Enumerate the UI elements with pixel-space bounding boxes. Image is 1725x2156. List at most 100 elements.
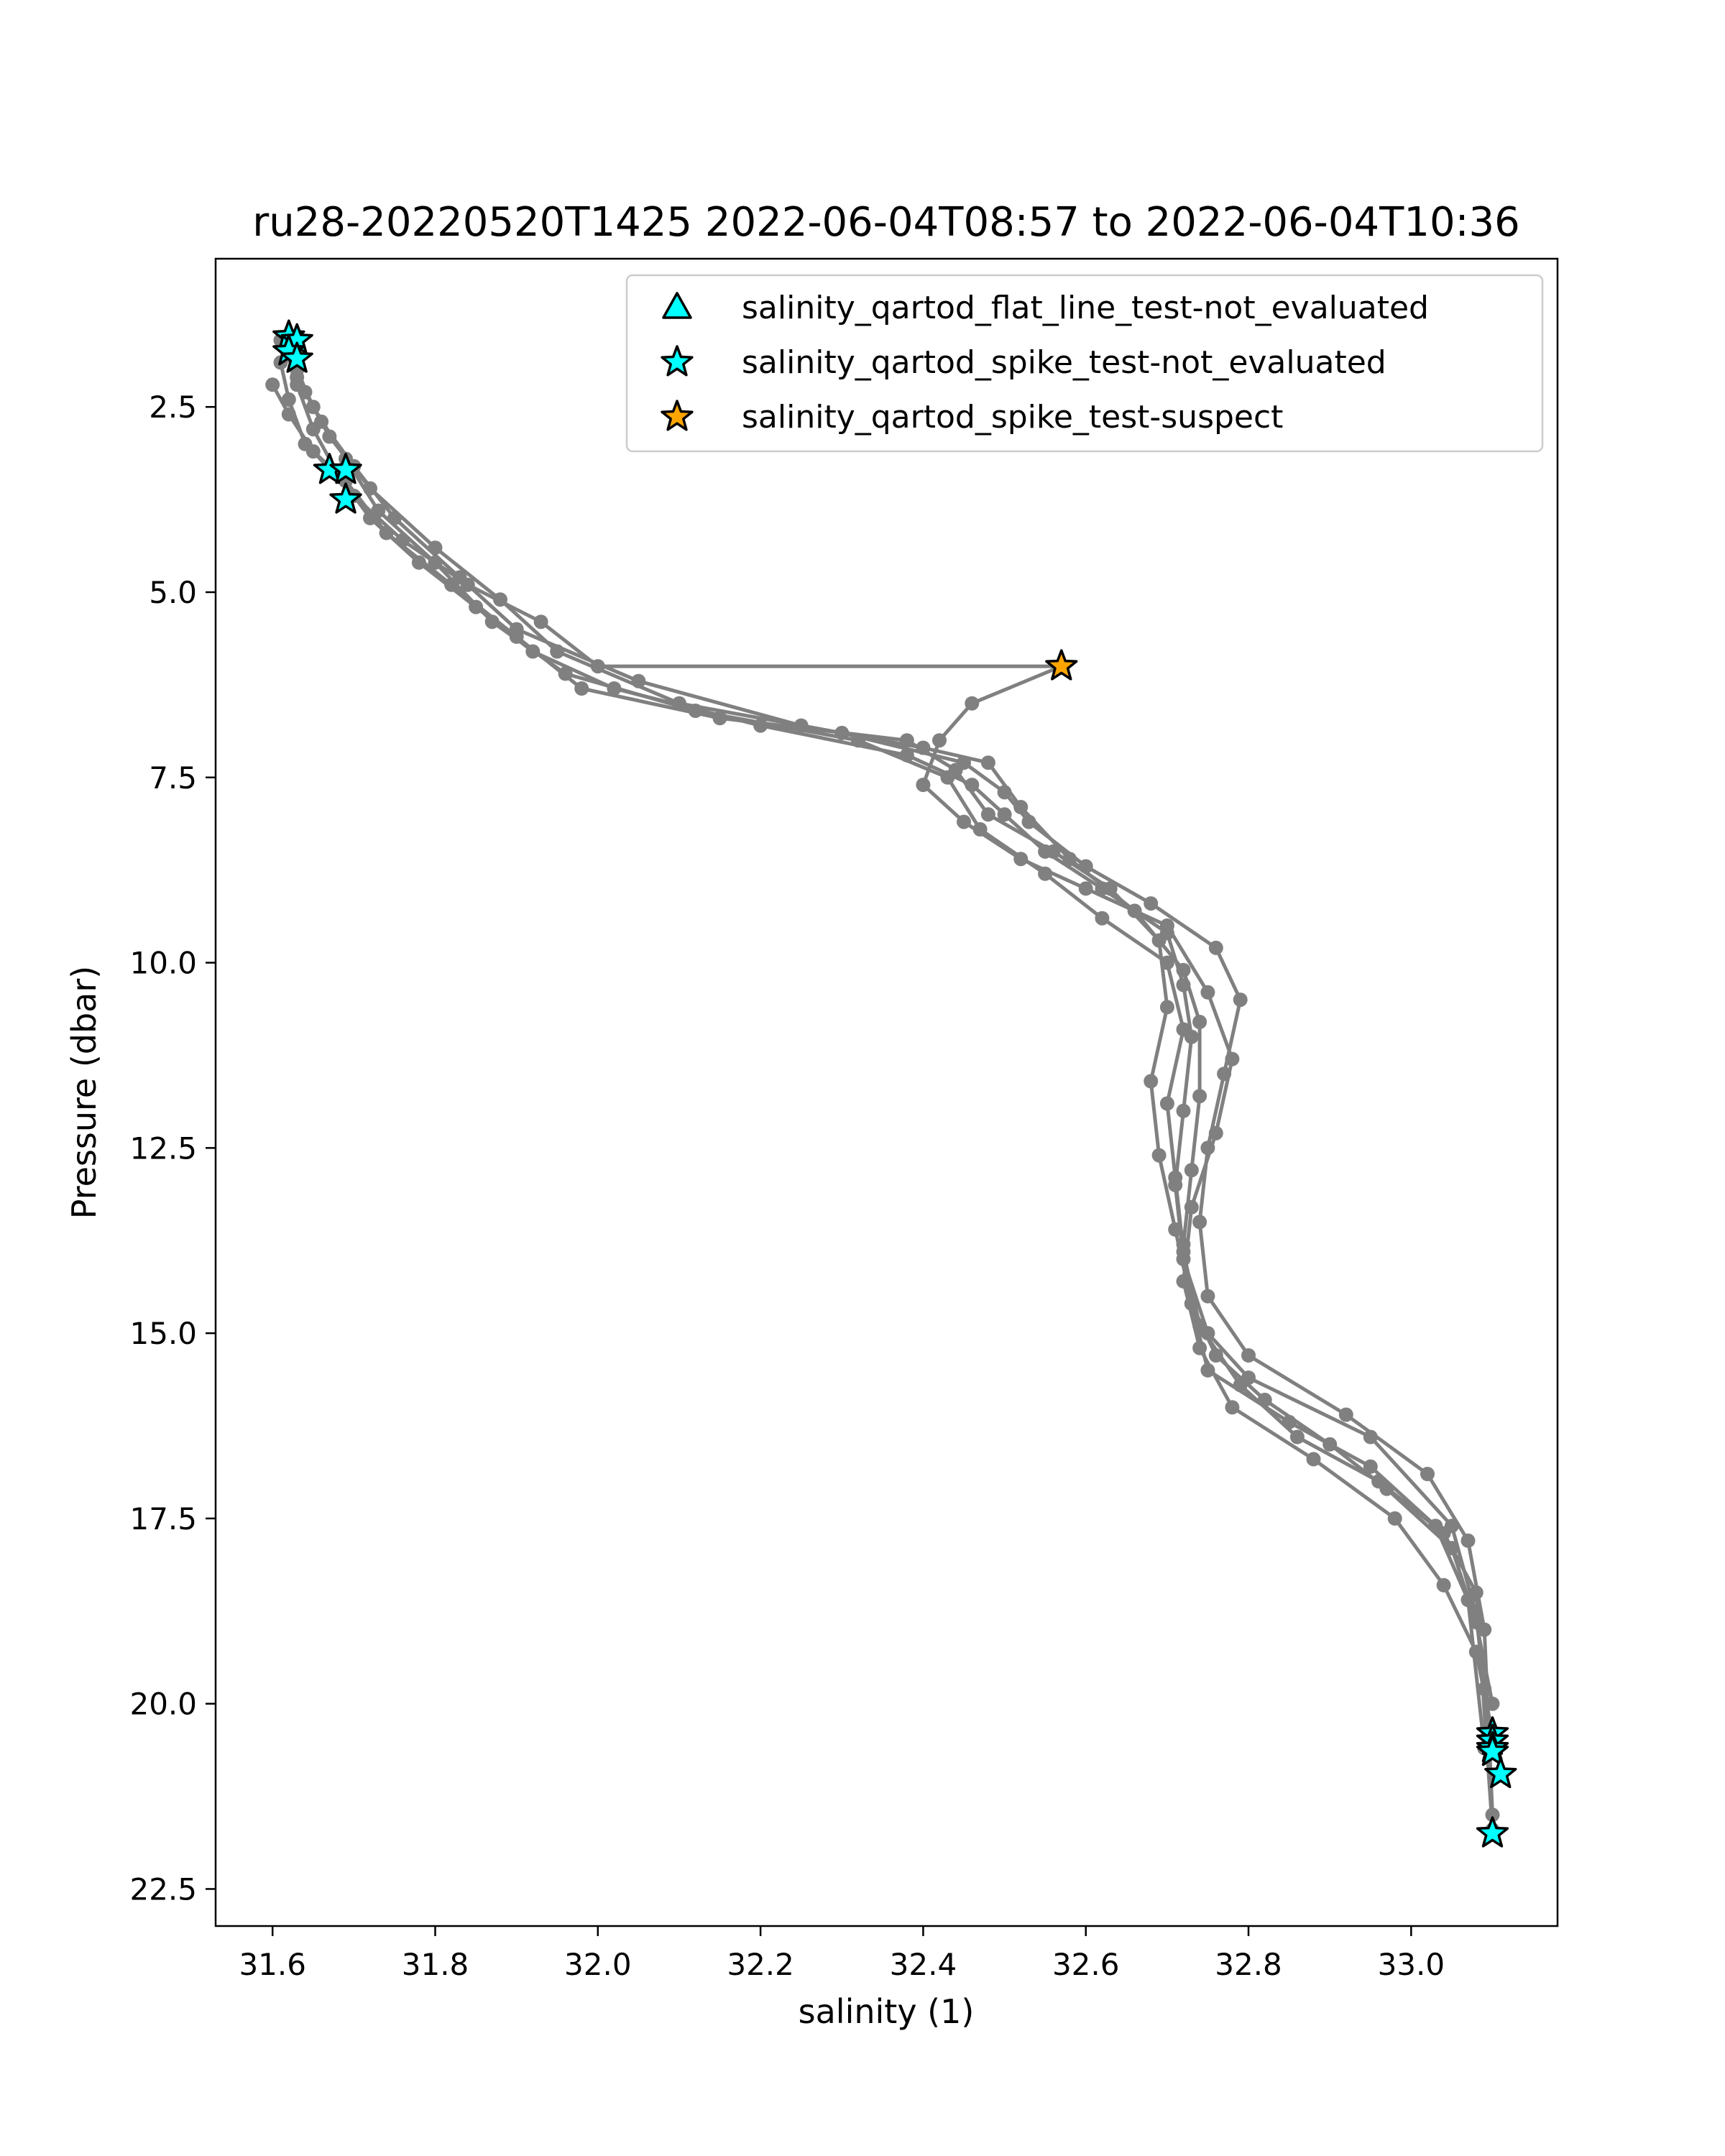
y-axis-label: Pressure (dbar) [65, 966, 104, 1219]
profile-point [940, 770, 955, 785]
profile-point [371, 503, 386, 518]
profile-line [279, 361, 1486, 1749]
profile-point [305, 400, 321, 415]
legend-label: salinity_qartod_spike_test-suspect [742, 399, 1283, 436]
legend-marker [661, 400, 694, 431]
profile-point [899, 733, 914, 748]
profile-point [1151, 1148, 1167, 1163]
profile-point [1477, 1622, 1492, 1637]
legend-marker [662, 292, 692, 319]
profile-point [1021, 814, 1036, 829]
profile-point [1103, 881, 1118, 896]
profile-point [265, 377, 280, 392]
profile-point [1200, 1363, 1215, 1378]
profile-point [379, 525, 394, 540]
profile-point [1338, 1407, 1353, 1422]
profile-point [1289, 1429, 1305, 1445]
x-tick-label: 33.0 [1378, 1947, 1445, 1982]
legend-marker [661, 345, 694, 377]
profile-point [1363, 1459, 1378, 1474]
y-tick-label: 5.0 [149, 575, 197, 610]
y-tick-label: 15.0 [129, 1316, 197, 1351]
x-tick-label: 31.6 [239, 1947, 306, 1982]
profile-point [558, 666, 573, 681]
profile-point [1144, 896, 1159, 911]
profile-point [1144, 1074, 1159, 1089]
profile-lines [265, 333, 1500, 1837]
profile-point [1176, 1244, 1191, 1259]
legend-label: salinity_qartod_flat_line_test-not_evalu… [742, 290, 1429, 326]
profile-point [1387, 1511, 1402, 1526]
profile-point [1200, 1289, 1215, 1304]
flag-markers [272, 319, 1517, 1848]
profile-point [850, 733, 865, 748]
profile-point [298, 436, 313, 451]
y-tick-label: 20.0 [129, 1687, 197, 1722]
profile-point [1225, 1400, 1240, 1415]
profile-point [1046, 844, 1061, 859]
y-tick-label: 2.5 [149, 390, 197, 425]
y-tick-label: 22.5 [129, 1871, 197, 1907]
x-tick-label: 32.0 [564, 1947, 632, 1982]
profile-point [972, 822, 988, 837]
profile-point [411, 555, 426, 570]
profile-point [1159, 1000, 1174, 1015]
chart-title: ru28-20220520T1425 2022-06-04T08:57 to 2… [252, 199, 1519, 246]
profile-point [574, 681, 589, 696]
profile-point [997, 785, 1012, 800]
profile-point [1078, 881, 1093, 896]
profile-point [1159, 918, 1174, 933]
profile-point [688, 704, 703, 718]
star-marker [280, 341, 313, 373]
x-tick-label: 32.2 [727, 1947, 794, 1982]
profile-point [932, 733, 947, 748]
star-marker [329, 482, 362, 514]
profile-point [1192, 1215, 1208, 1230]
y-tick-label: 10.0 [129, 946, 197, 981]
profile-point [550, 644, 565, 659]
profile-point [1420, 1467, 1435, 1481]
profile-point [1200, 985, 1215, 1000]
profile-point [1192, 1015, 1208, 1029]
y-tick-label: 17.5 [129, 1501, 197, 1537]
profile-point [1151, 933, 1167, 948]
profile-point [1176, 1103, 1191, 1118]
profile-point [980, 755, 995, 770]
legend-label: salinity_qartod_spike_test-not_evaluated [742, 344, 1386, 381]
profile-point [980, 807, 995, 822]
x-tick-label: 32.8 [1215, 1947, 1282, 1982]
profile-point [1233, 1378, 1248, 1393]
profile-point [916, 778, 931, 793]
profile-point [1233, 992, 1248, 1008]
profile-point [1436, 1577, 1451, 1593]
profile-line [287, 354, 1494, 1815]
star-marker [1484, 1756, 1517, 1789]
profile-point [1168, 1170, 1183, 1185]
star-marker [1476, 1816, 1509, 1848]
x-tick-label: 31.8 [402, 1947, 469, 1982]
x-tick-label: 32.6 [1052, 1947, 1120, 1982]
profile-point [965, 696, 980, 711]
profile-point [533, 614, 548, 630]
profile-point [1159, 955, 1174, 970]
profile-point [1184, 1163, 1199, 1178]
star-marker [1045, 649, 1078, 681]
profile-point [957, 814, 971, 829]
profile-point [428, 555, 443, 570]
profile-point [1038, 866, 1053, 881]
profile-point [1460, 1533, 1476, 1548]
y-tick-label: 7.5 [149, 760, 197, 796]
profile-point [1176, 962, 1191, 977]
legend-box [625, 274, 1544, 453]
profile-point [428, 540, 443, 556]
profile-point [1095, 911, 1110, 926]
y-tick-label: 12.5 [129, 1130, 197, 1166]
profile-point [1241, 1348, 1256, 1363]
legend: salinity_qartod_flat_line_test-not_evalu… [625, 274, 1544, 453]
star-marker [329, 453, 362, 484]
profile-point [1208, 940, 1223, 955]
star-marker [1476, 1734, 1509, 1766]
profile-point [1176, 1022, 1191, 1037]
axes: 31.6 31.8 32.0 32.2 32.4 32.6 32.8 33.0 2.5 5.0 7.… [129, 390, 1445, 1982]
x-tick-label: 32.4 [890, 1947, 957, 1982]
